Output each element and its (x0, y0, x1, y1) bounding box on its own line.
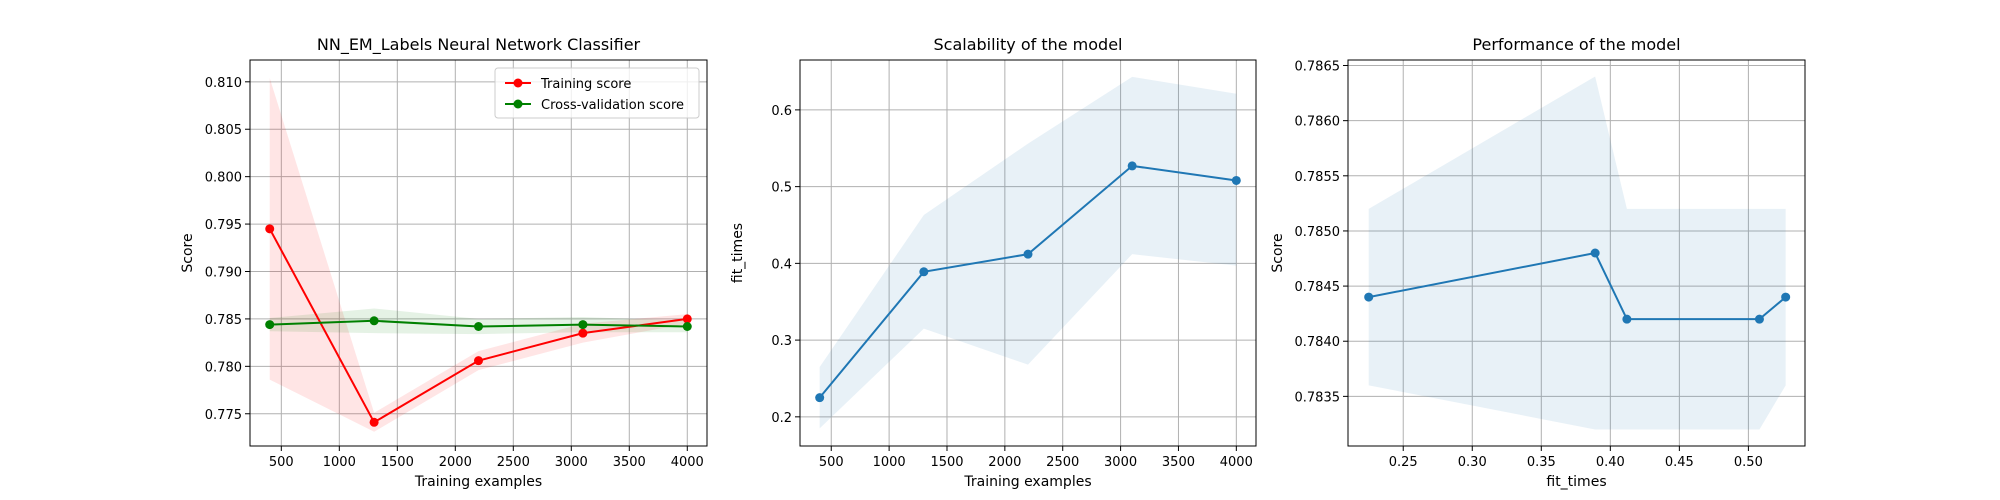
data-point (1127, 161, 1137, 171)
data-point (682, 314, 692, 324)
data-point (919, 267, 929, 277)
data-point (369, 417, 379, 427)
x-tick-label: 0.30 (1458, 455, 1487, 470)
y-tick-label: 0.805 (205, 123, 242, 138)
data-point (578, 328, 588, 338)
legend-box (494, 67, 700, 119)
x-tick-label: 3500 (613, 455, 646, 470)
x-tick-label: 500 (269, 455, 294, 470)
x-tick-label: 500 (819, 455, 844, 470)
y-tick-label: 0.7865 (1295, 60, 1341, 75)
y-tick-label: 0.5 (771, 181, 792, 196)
x-tick-label: 1000 (873, 455, 906, 470)
data-point (1364, 292, 1374, 302)
y-axis-label: Score (1270, 233, 1286, 272)
x-tick-label: 2000 (988, 455, 1021, 470)
y-tick-label: 0.7850 (1295, 225, 1341, 240)
data-point (578, 320, 588, 330)
x-tick-label: 3000 (555, 455, 588, 470)
axes-frame (1347, 59, 1806, 447)
x-tick-label: 4000 (1220, 455, 1253, 470)
y-axis-label: Score (180, 233, 196, 272)
y-tick-label: 0.7835 (1295, 390, 1341, 405)
y-tick-label: 0.3 (771, 334, 792, 349)
y-tick-label: 0.790 (205, 265, 242, 280)
y-tick-label: 0.800 (205, 171, 242, 186)
x-tick-label: 2000 (439, 455, 472, 470)
performance-panel: 0.25 0.30 0.35 0.40 0.45 0.50 0.7835 0.7840 0.78… (1270, 35, 1806, 490)
y-tick-label: 0.7845 (1295, 280, 1341, 295)
x-tick-label: 0.40 (1596, 455, 1625, 470)
x-tick-label: 0.45 (1665, 455, 1694, 470)
data-point (682, 322, 692, 332)
y-tick-label: 0.2 (771, 411, 792, 426)
y-tick-label: 0.785 (205, 313, 242, 328)
data-point (474, 356, 483, 366)
y-tick-label: 0.7860 (1295, 115, 1341, 130)
x-tick-label: 1000 (323, 455, 356, 470)
axes-frame (249, 59, 708, 447)
chart-title: Performance of the model (1472, 35, 1680, 54)
x-tick-label: 0.50 (1734, 455, 1763, 470)
y-tick-label: 0.7855 (1295, 170, 1341, 185)
y-tick-label: 0.795 (205, 218, 242, 233)
legend-marker (513, 99, 523, 109)
y-tick-label: 0.780 (205, 360, 242, 375)
learning-curve-panel: 500 1000 1500 2000 2500 3000 3500 4000 0.775 0.78… (180, 35, 708, 490)
data-point (1622, 314, 1632, 324)
data-point (1231, 175, 1241, 185)
y-tick-label: 0.6 (771, 104, 792, 119)
data-point (1781, 292, 1791, 302)
x-tick-label: 2500 (497, 455, 530, 470)
x-axis-label: fit_times (1546, 474, 1606, 490)
x-tick-label: 2500 (1046, 455, 1079, 470)
chart-title: Scalability of the model (934, 35, 1123, 54)
scalability-panel: 500 1000 1500 2000 2500 3000 3500 4000 0.2 0.3 0.4… (730, 35, 1257, 490)
data-point (265, 224, 275, 234)
chart-title: NN_EM_Labels Neural Network Classifier (317, 35, 641, 55)
x-tick-label: 1500 (381, 455, 414, 470)
y-tick-label: 0.810 (205, 76, 242, 91)
data-point (369, 316, 379, 326)
x-tick-label: 3500 (1162, 455, 1195, 470)
y-axis-label: fit_times (730, 223, 746, 283)
x-tick-label: 4000 (671, 455, 704, 470)
y-tick-label: 0.775 (205, 408, 242, 423)
data-point (1023, 249, 1033, 259)
x-tick-label: 3000 (1104, 455, 1137, 470)
x-axis-label: Training examples (414, 474, 542, 490)
data-point (1754, 314, 1764, 324)
x-tick-label: 0.25 (1389, 455, 1418, 470)
x-axis-label: Training examples (963, 474, 1091, 490)
data-point (815, 393, 825, 403)
y-tick-label: 0.4 (771, 257, 792, 272)
data-point (474, 322, 483, 332)
data-point (265, 320, 275, 330)
legend-label: Training score (540, 77, 631, 92)
confidence-band (1368, 76, 1786, 430)
axes-frame (799, 59, 1257, 447)
legend-marker (513, 78, 523, 88)
x-tick-label: 0.35 (1527, 455, 1556, 470)
x-tick-label: 1500 (930, 455, 963, 470)
legend: Training score Cross-validation score (494, 67, 700, 119)
legend-label: Cross-validation score (541, 98, 684, 113)
y-tick-label: 0.7840 (1295, 335, 1341, 350)
data-point (1590, 248, 1600, 258)
